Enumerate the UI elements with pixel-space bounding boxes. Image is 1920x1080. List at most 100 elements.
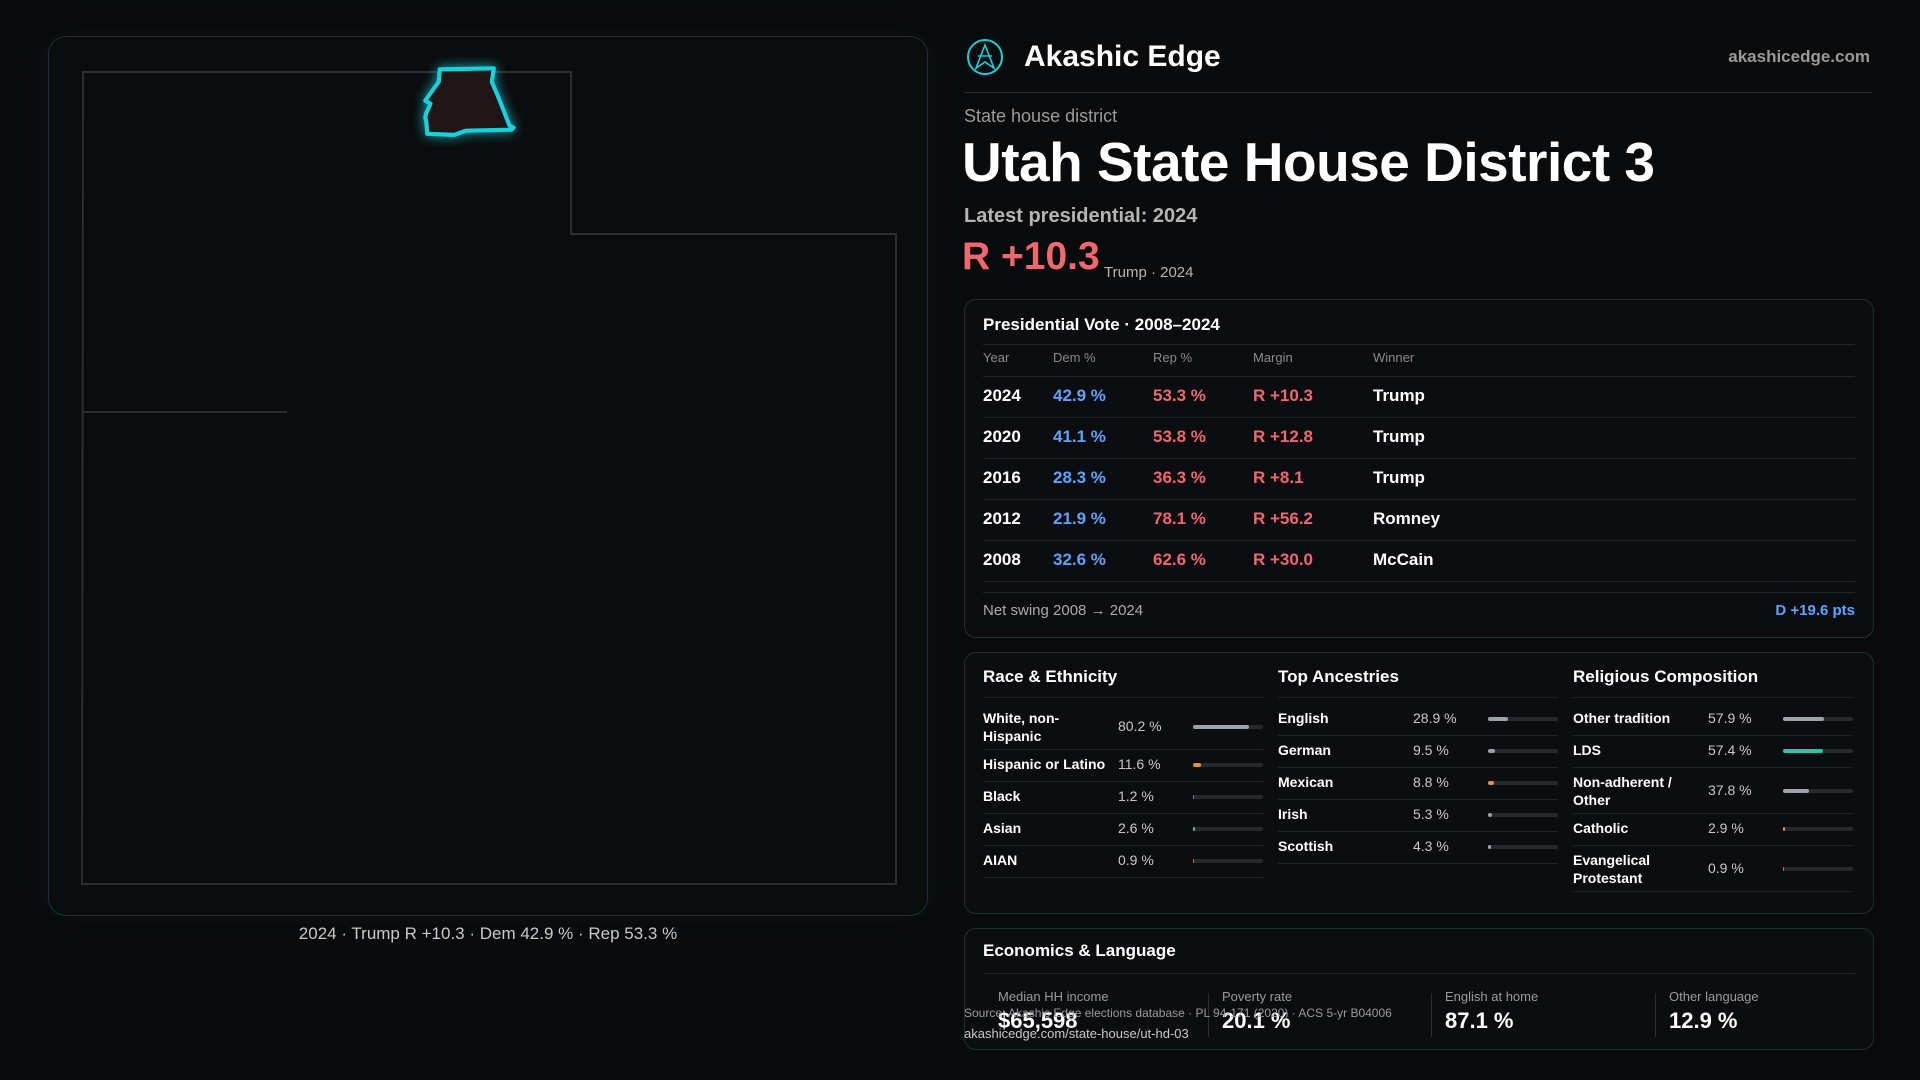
col-header-year: Year [983,350,1010,365]
stat-value: 12.9 % [1669,1008,1738,1033]
stat-median-income: Median HH income $65,598 [998,989,1198,1034]
cell-winner: Trump [1373,468,1425,487]
item-value: 8.8 % [1413,774,1449,790]
share-bar [1488,717,1558,721]
item-value: 57.4 % [1708,742,1752,758]
item-value: 80.2 % [1118,718,1162,734]
cell-margin: R +30.0 [1253,550,1314,569]
stat-poverty-rate: Poverty rate 20.1 % [1222,989,1422,1034]
col-header-winner: Winner [1373,350,1415,365]
item-value: 9.5 % [1413,742,1449,758]
item-value: 5.3 % [1413,806,1449,822]
share-bar-fill [1193,795,1195,799]
share-bar [1488,845,1558,849]
item-label: Irish [1278,806,1308,822]
share-bar-fill [1488,717,1509,721]
latest-presidential-label: Latest presidential: 2024 [964,205,1198,227]
brand-name[interactable]: Akashic Edge [1024,40,1221,73]
list-item: Catholic 2.9 % [1573,813,1853,846]
share-bar-fill [1783,867,1785,871]
divider [1431,993,1432,1037]
latest-margin-sub: Trump · 2024 [1104,264,1194,281]
table-row[interactable]: 2012 21.9 % 78.1 % R +56.2 Romney [983,499,1855,541]
section-title: Economics & Language [983,941,1176,960]
cell-year: 2008 [983,550,1021,569]
cell-margin: R +8.1 [1253,468,1304,487]
share-bar-fill [1193,763,1202,767]
cell-margin: R +12.8 [1253,427,1314,446]
item-label: Hispanic or Latino [983,756,1106,772]
item-value: 28.9 % [1413,710,1457,726]
item-label: Asian [983,820,1022,836]
cell-dem: 41.1 % [1053,427,1106,446]
item-label: Scottish [1278,838,1334,854]
cell-margin: R +10.3 [1253,386,1314,405]
item-label: Catholic [1573,820,1629,836]
item-label: Non-adherent / Other [1573,774,1672,808]
stat-value: 87.1 % [1445,1008,1514,1033]
utah-state-outline [80,71,897,885]
item-value: 1.2 % [1118,788,1154,804]
district-map-panel[interactable] [48,36,928,916]
map-caption: 2024 · Trump R +10.3 · Dem 42.9 % · Rep … [298,924,678,943]
vote-table-header: Year Dem % Rep % Margin Winner [983,350,1855,377]
table-row[interactable]: 2020 41.1 % 53.8 % R +12.8 Trump [983,417,1855,459]
item-label: Other tradition [1573,710,1671,726]
compass-icon[interactable] [966,38,1004,76]
share-bar [1783,827,1853,831]
source-note: Source: Akashic Edge elections database … [964,1006,1392,1020]
share-bar-fill [1783,827,1786,831]
item-value: 0.9 % [1708,860,1744,876]
divider [983,697,1263,698]
share-bar [1783,717,1853,721]
share-bar-fill [1488,813,1492,817]
stat-other-language: Other language 12.9 % [1669,989,1869,1034]
share-bar [1193,827,1263,831]
divider [983,344,1855,345]
stat-label: English at home [1445,989,1539,1004]
source-url-link[interactable]: akashicedge.com/state-house/ut-hd-03 [964,1026,1189,1041]
utah-map [80,66,897,885]
table-row[interactable]: 2024 42.9 % 53.3 % R +10.3 Trump [983,376,1855,418]
stat-english-at-home: English at home 87.1 % [1445,989,1645,1034]
demographics-card: Race & Ethnicity White, non-Hispanic 80.… [964,652,1874,914]
district-type-label: State house district [964,106,1118,126]
share-bar-fill [1783,789,1810,793]
district-shape[interactable] [423,66,516,137]
col-header-dem: Dem % [1053,350,1096,365]
item-label: German [1278,742,1331,758]
cell-rep: 36.3 % [1153,468,1206,487]
cell-dem: 42.9 % [1053,386,1106,405]
page-title: Utah State House District 3 [962,131,1655,193]
list-item: White, non-Hispanic 80.2 % [983,703,1263,750]
item-label: Mexican [1278,774,1334,790]
cell-rep: 62.6 % [1153,550,1206,569]
divider [1278,697,1558,698]
cell-year: 2024 [983,386,1021,405]
share-bar-fill [1488,781,1495,785]
item-value: 2.6 % [1118,820,1154,836]
list-item: Mexican 8.8 % [1278,767,1558,800]
divider [1655,993,1656,1037]
list-item: Scottish 4.3 % [1278,831,1558,864]
table-row[interactable]: 2016 28.3 % 36.3 % R +8.1 Trump [983,458,1855,500]
site-url[interactable]: akashicedge.com [1728,47,1870,66]
list-item: Irish 5.3 % [1278,799,1558,832]
net-swing-value: D +19.6 pts [1775,602,1855,619]
list-item: Hispanic or Latino 11.6 % [983,749,1263,782]
stat-value: 20.1 % [1222,1008,1291,1033]
list-item: LDS 57.4 % [1573,735,1853,768]
section-title: Religious Composition [1573,667,1759,686]
latest-margin-value: R +10.3 [962,235,1100,278]
cell-rep: 53.3 % [1153,386,1206,405]
stat-label: Poverty rate [1222,989,1293,1004]
cell-winner: Trump [1373,386,1425,405]
cell-dem: 28.3 % [1053,468,1106,487]
list-item: AIAN 0.9 % [983,845,1263,878]
share-bar [1488,813,1558,817]
cell-year: 2012 [983,509,1021,528]
item-value: 0.9 % [1118,852,1154,868]
share-bar [1488,749,1558,753]
share-bar-fill [1193,827,1195,831]
table-row[interactable]: 2008 32.6 % 62.6 % R +30.0 McCain [983,540,1855,582]
